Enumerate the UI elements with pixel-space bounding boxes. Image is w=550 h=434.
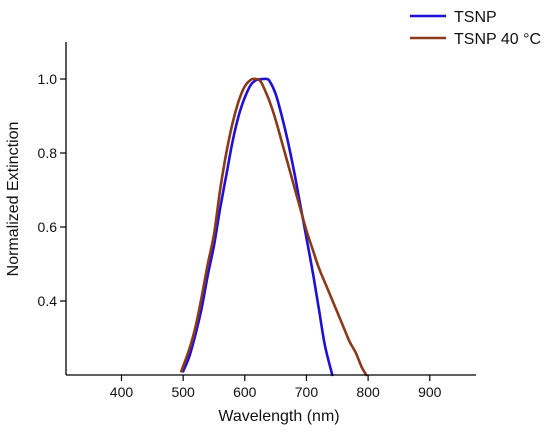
x-ticks: 400 500 600 700 800 900 — [110, 375, 442, 400]
series-line-1 — [181, 77, 334, 377]
y-ticks: 0.4 0.6 0.8 1.0 — [38, 71, 66, 309]
axes-group — [65, 42, 476, 376]
x-axis-title: Wavelength (nm) — [218, 408, 339, 425]
y-tick-label: 0.6 — [38, 219, 58, 235]
y-axis-title: Normalized Extinction — [5, 122, 22, 277]
x-tick-label: 600 — [233, 384, 257, 400]
x-tick-label: 700 — [295, 384, 319, 400]
x-tick-label: 800 — [356, 384, 380, 400]
y-tick-label: 0.8 — [38, 145, 58, 161]
x-tick-label: 900 — [418, 384, 442, 400]
legend-label-1: TSNP — [454, 9, 497, 26]
x-tick-label: 500 — [171, 384, 195, 400]
series-group — [180, 77, 368, 377]
y-tick-label: 0.4 — [38, 293, 58, 309]
x-tick-label: 400 — [110, 384, 134, 400]
legend-label-2: TSNP 40 °C — [454, 31, 541, 48]
series-line-2 — [180, 77, 368, 377]
legend: TSNP TSNP 40 °C — [410, 9, 541, 48]
y-tick-label: 1.0 — [38, 71, 58, 87]
